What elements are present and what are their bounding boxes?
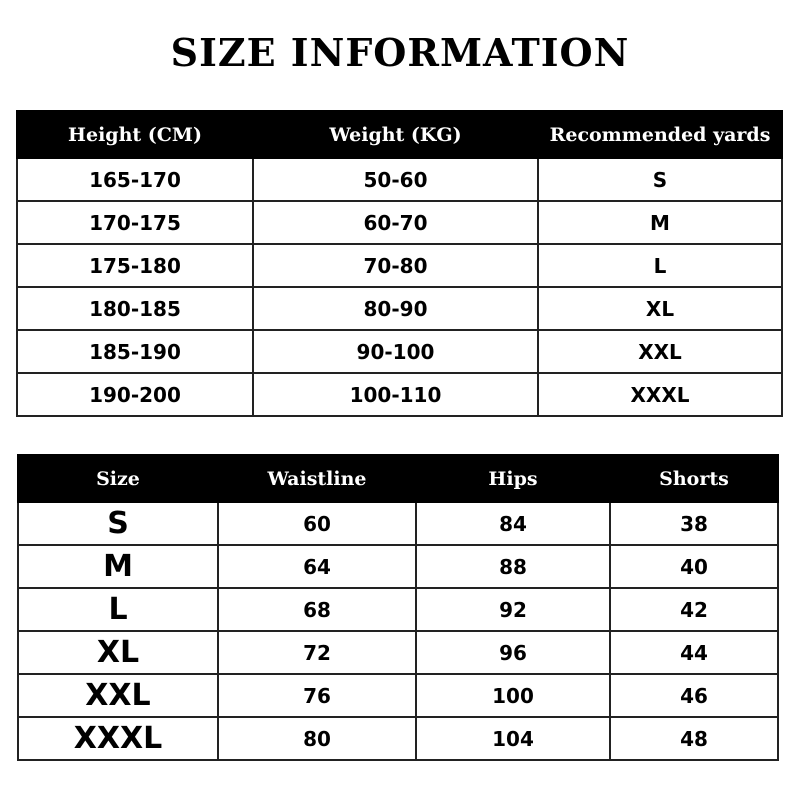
table-row: 185-190 90-100 XXL [16, 329, 783, 374]
height-cell: 165-170 [16, 157, 254, 202]
waistline-cell: 72 [217, 630, 417, 675]
recommended-size-cell: M [537, 200, 783, 245]
header-weight: Weight (KG) [252, 110, 539, 159]
table-row: 180-185 80-90 XL [16, 286, 783, 331]
header-recommended: Recommended yards [537, 110, 783, 159]
header-height: Height (CM) [16, 110, 254, 159]
height-cell: 170-175 [16, 200, 254, 245]
weight-cell: 60-70 [252, 200, 539, 245]
size-cell: M [17, 544, 219, 589]
recommended-size-cell: XXXL [537, 372, 783, 417]
waistline-cell: 64 [217, 544, 417, 589]
waistline-cell: 80 [217, 716, 417, 761]
table-row: XL 72 96 44 [17, 630, 779, 675]
table-row: 170-175 60-70 M [16, 200, 783, 245]
weight-cell: 70-80 [252, 243, 539, 288]
shorts-cell: 38 [609, 501, 779, 546]
shorts-cell: 42 [609, 587, 779, 632]
weight-cell: 80-90 [252, 286, 539, 331]
waistline-cell: 60 [217, 501, 417, 546]
size-cell: XL [17, 630, 219, 675]
recommended-size-cell: L [537, 243, 783, 288]
height-cell: 180-185 [16, 286, 254, 331]
hips-cell: 96 [415, 630, 611, 675]
hips-cell: 88 [415, 544, 611, 589]
table-row: XXL 76 100 46 [17, 673, 779, 718]
hips-cell: 104 [415, 716, 611, 761]
hips-cell: 92 [415, 587, 611, 632]
table-header-row: Height (CM) Weight (KG) Recommended yard… [16, 110, 783, 159]
recommended-size-cell: XXL [537, 329, 783, 374]
shorts-cell: 46 [609, 673, 779, 718]
header-size: Size [17, 454, 219, 503]
height-weight-size-table: Height (CM) Weight (KG) Recommended yard… [16, 110, 783, 417]
table-row: XXXL 80 104 48 [17, 716, 779, 761]
height-cell: 190-200 [16, 372, 254, 417]
shorts-cell: 44 [609, 630, 779, 675]
waistline-cell: 68 [217, 587, 417, 632]
size-cell: XXL [17, 673, 219, 718]
size-cell: L [17, 587, 219, 632]
table-row: 175-180 70-80 L [16, 243, 783, 288]
table-row: 165-170 50-60 S [16, 157, 783, 202]
size-cell: S [17, 501, 219, 546]
table-row: 190-200 100-110 XXXL [16, 372, 783, 417]
table-row: L 68 92 42 [17, 587, 779, 632]
recommended-size-cell: S [537, 157, 783, 202]
size-measurements-table: Size Waistline Hips Shorts S 60 84 38 M 64 88 4… [17, 454, 779, 761]
size-cell: XXXL [17, 716, 219, 761]
recommended-size-cell: XL [537, 286, 783, 331]
height-cell: 175-180 [16, 243, 254, 288]
weight-cell: 50-60 [252, 157, 539, 202]
hips-cell: 100 [415, 673, 611, 718]
table-row: S 60 84 38 [17, 501, 779, 546]
weight-cell: 100-110 [252, 372, 539, 417]
shorts-cell: 48 [609, 716, 779, 761]
waistline-cell: 76 [217, 673, 417, 718]
table-header-row: Size Waistline Hips Shorts [17, 454, 779, 503]
header-hips: Hips [415, 454, 611, 503]
header-shorts: Shorts [609, 454, 779, 503]
shorts-cell: 40 [609, 544, 779, 589]
page-title: SIZE INFORMATION [170, 30, 630, 75]
height-cell: 185-190 [16, 329, 254, 374]
table-row: M 64 88 40 [17, 544, 779, 589]
hips-cell: 84 [415, 501, 611, 546]
header-waistline: Waistline [217, 454, 417, 503]
weight-cell: 90-100 [252, 329, 539, 374]
